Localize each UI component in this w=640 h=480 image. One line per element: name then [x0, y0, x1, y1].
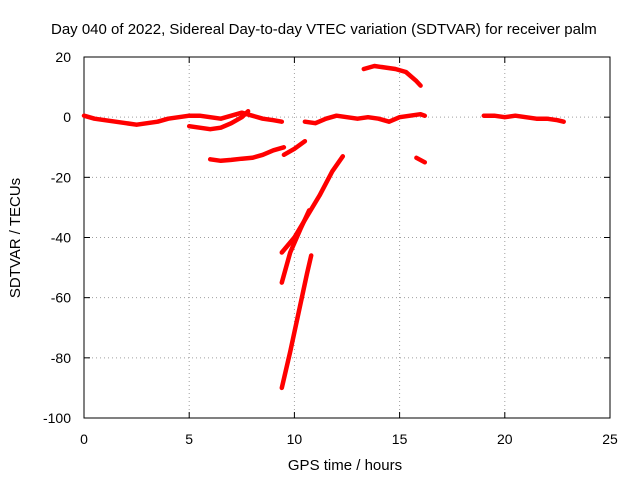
series-line-track-2: [186, 108, 251, 132]
y-tick-label: 20: [55, 49, 71, 65]
y-tick-label: -20: [51, 169, 71, 185]
plot-frame: [83, 56, 611, 419]
series-line-track-8: [279, 154, 346, 255]
series-line-track-10: [279, 253, 314, 391]
series-line-track-1: [81, 110, 285, 127]
y-axis-label: SDTVAR / TECUs: [7, 178, 24, 298]
x-tick-label: 0: [80, 431, 88, 447]
grid-lines: [84, 57, 610, 418]
x-tick-labels: 0 5 10 15 20 25: [80, 431, 618, 447]
y-tick-label: -60: [51, 290, 71, 306]
series-line-track-6: [361, 63, 423, 88]
axis-ticks: [83, 56, 611, 419]
series-line-track-3: [207, 145, 287, 164]
series-line-track-7: [414, 155, 428, 165]
x-tick-label: 10: [287, 431, 303, 447]
y-tick-label: 0: [63, 109, 71, 125]
x-tick-label: 15: [392, 431, 408, 447]
x-tick-label: 5: [185, 431, 193, 447]
x-axis-label: GPS time / hours: [288, 457, 402, 474]
data-series: [81, 63, 566, 391]
y-tick-labels: -100 -80 -60 -40 -20 0 20: [43, 49, 71, 426]
y-tick-label: -100: [43, 410, 71, 426]
series-line-track-11: [481, 113, 566, 124]
x-tick-label: 25: [602, 431, 618, 447]
y-tick-label: -40: [51, 230, 71, 246]
chart-title: Day 040 of 2022, Sidereal Day-to-day VTE…: [51, 21, 597, 38]
series-line-track-5: [302, 111, 428, 126]
y-tick-label: -80: [51, 350, 71, 366]
x-tick-label: 20: [497, 431, 513, 447]
series-line-track-4: [281, 138, 308, 158]
series-line-track-9: [279, 208, 312, 285]
